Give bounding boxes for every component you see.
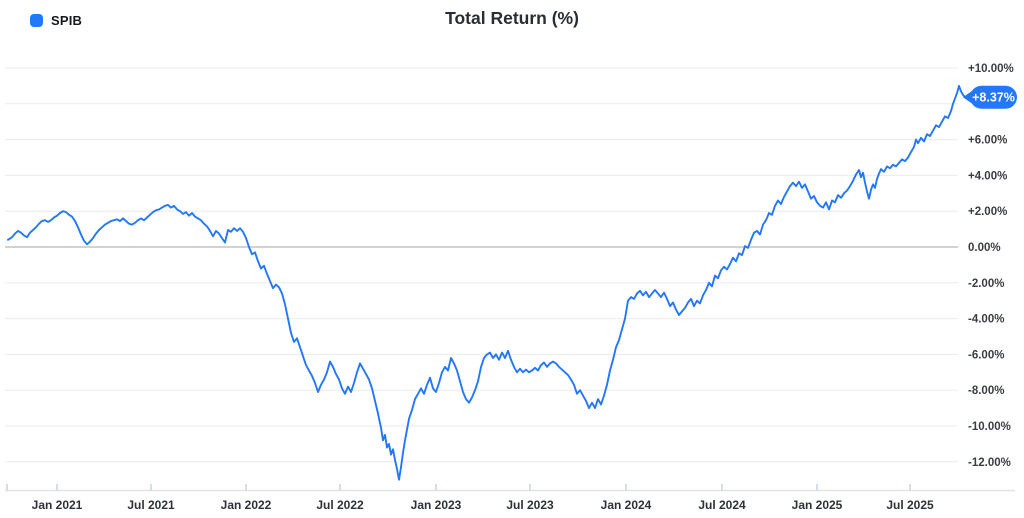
- badge-arrow-icon: [963, 90, 973, 105]
- y-axis-label: -10.00%: [968, 421, 1011, 433]
- y-axis-label: -12.00%: [968, 457, 1011, 469]
- legend-item-spib[interactable]: SPIB: [30, 13, 82, 28]
- y-axis-label: +4.00%: [968, 170, 1007, 182]
- y-axis-label: +6.00%: [968, 135, 1007, 147]
- y-axis-label: +2.00%: [968, 206, 1007, 218]
- x-axis-label: Jul 2023: [506, 498, 554, 512]
- legend-swatch-icon: [30, 14, 43, 27]
- x-axis-label: Jan 2022: [221, 498, 272, 512]
- spib-line-series: [7, 84, 966, 481]
- x-axis-label: Jan 2021: [32, 498, 83, 512]
- y-axis-label: -6.00%: [968, 349, 1004, 361]
- current-value-label: +8.37%: [972, 91, 1015, 105]
- x-axis-label: Jul 2025: [886, 498, 934, 512]
- current-value-badge: [970, 85, 1017, 109]
- y-axis-label: -4.00%: [968, 314, 1004, 326]
- x-axis-label: Jul 2022: [316, 498, 364, 512]
- y-axis-label: -2.00%: [968, 278, 1004, 290]
- x-axis-label: Jan 2023: [411, 498, 462, 512]
- y-axis-label: +10.00%: [968, 63, 1014, 75]
- y-axis-label: -8.00%: [968, 385, 1004, 397]
- x-axis-label: Jul 2024: [698, 498, 746, 512]
- x-axis-label: Jan 2024: [601, 498, 652, 512]
- legend-label: SPIB: [51, 13, 83, 28]
- x-axis-label: Jul 2021: [127, 498, 175, 512]
- y-axis-label: 0.00%: [968, 242, 1001, 254]
- x-axis-label: Jan 2025: [792, 498, 843, 512]
